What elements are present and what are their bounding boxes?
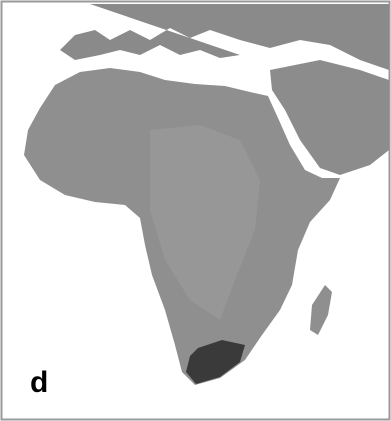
map-panel: d (0, 0, 391, 421)
page: d (() => { const data = JSON.parse(docum… (0, 0, 391, 421)
panel-label: d (30, 366, 48, 399)
